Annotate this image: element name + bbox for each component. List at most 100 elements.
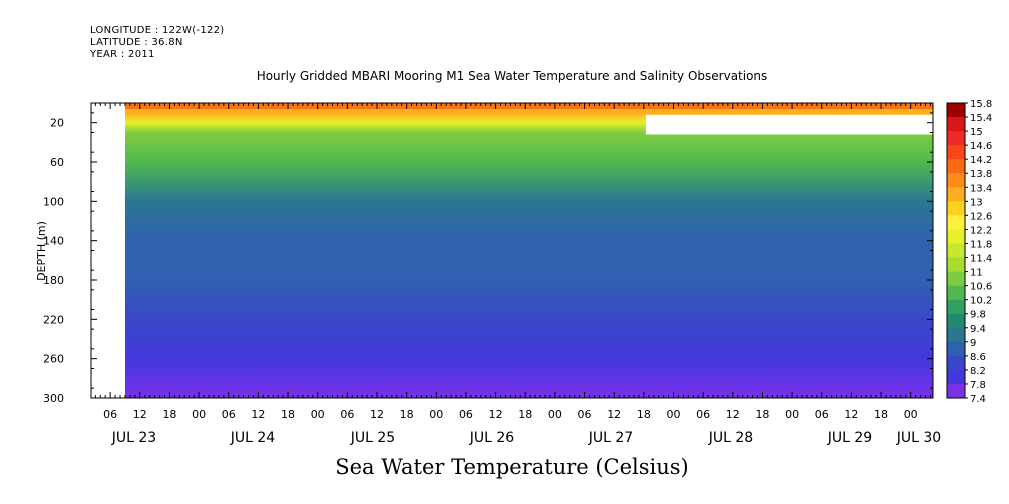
x-hour-label: 18 xyxy=(162,408,176,421)
x-hour-label: 00 xyxy=(192,408,206,421)
x-day-label: JUL 27 xyxy=(588,430,633,446)
x-day-label: JUL 23 xyxy=(111,430,156,446)
x-hour-label: 06 xyxy=(340,408,354,421)
colorbar-label-value: 9 xyxy=(970,338,976,349)
colorbar-label-value: 13 xyxy=(970,197,983,208)
colorbar-swatch xyxy=(947,285,965,301)
colorbar-label-value: 15.4 xyxy=(970,113,992,124)
x-day-labels: JUL 23 JUL 24 JUL 25 JUL 26 JUL 27 JUL 28 JUL … xyxy=(111,430,941,446)
colorbar-swatch xyxy=(947,145,965,160)
colorbar-swatch xyxy=(947,355,965,371)
colorbar-label-value: 14.6 xyxy=(970,141,992,152)
y-tick-label: 300 xyxy=(43,392,64,405)
x-hour-label: 12 xyxy=(370,408,384,421)
x-hour-label: 18 xyxy=(281,408,295,421)
colorbar-label-value: 13.4 xyxy=(970,183,992,194)
y-tick-label: 100 xyxy=(43,195,64,208)
missing-data-region-start xyxy=(91,103,125,398)
x-hour-label: 18 xyxy=(637,408,651,421)
colorbar-label-value: 7.4 xyxy=(970,394,986,405)
colorbar-swatch xyxy=(947,313,965,329)
y-tick-label: 140 xyxy=(43,235,64,248)
colorbar-swatch xyxy=(947,131,965,146)
x-hour-label: 00 xyxy=(548,408,562,421)
x-hour-label: 18 xyxy=(755,408,769,421)
x-hour-label: 12 xyxy=(726,408,740,421)
colorbar-swatch xyxy=(947,383,965,399)
colorbar-label-value: 7.8 xyxy=(970,380,986,391)
x-day-label: JUL 24 xyxy=(230,430,276,446)
colorbar-label-value: 8.6 xyxy=(970,352,986,363)
colorbar-frame xyxy=(946,102,966,399)
x-day-label: JUL 29 xyxy=(827,430,872,446)
x-day-label: JUL 26 xyxy=(469,430,515,446)
y-tick-label: 180 xyxy=(43,274,64,287)
y-axis-label: DEPTH (m) xyxy=(35,221,48,281)
longitude-label: LONGITUDE : 122W(-122) xyxy=(90,25,225,36)
x-hour-label: 18 xyxy=(518,408,532,421)
colorbar-swatch xyxy=(947,187,965,202)
x-hour-label: 12 xyxy=(844,408,858,421)
colorbar-label-value: 11.8 xyxy=(970,239,992,250)
x-hour-label: 12 xyxy=(489,408,503,421)
colorbar: 15.8 15.4 15 14.6 14.2 13.8 13.4 13 12.6 12.2 11.8… xyxy=(946,99,992,405)
colorbar-swatch xyxy=(947,243,965,259)
chart-title: Hourly Gridded MBARI Mooring M1 Sea Wate… xyxy=(257,69,768,83)
missing-data-region-near-surface xyxy=(645,114,933,135)
colorbar-swatch xyxy=(947,117,965,132)
colorbar-label-value: 11 xyxy=(970,268,983,279)
x-hour-label: 00 xyxy=(785,408,799,421)
x-hour-label: 06 xyxy=(815,408,829,421)
colorbar-label-value: 9.8 xyxy=(970,310,986,321)
colorbar-label-value: 14.2 xyxy=(970,155,992,166)
x-hour-label: 00 xyxy=(904,408,918,421)
colorbar-swatch xyxy=(947,327,965,343)
x-hour-label: 12 xyxy=(607,408,621,421)
x-day-label: JUL 30 xyxy=(896,430,941,446)
x-hour-label: 06 xyxy=(103,408,117,421)
x-axis: 06 12 18 00 06 12 18 00 06 12 18 00 06 12 18 00 06 12 18 00… xyxy=(94,103,931,421)
x-hour-label: 18 xyxy=(874,408,888,421)
x-hour-label: 06 xyxy=(578,408,592,421)
colorbar-swatch xyxy=(947,271,965,287)
colorbar-swatch xyxy=(947,229,965,244)
x-hour-label: 06 xyxy=(222,408,236,421)
colorbar-swatch xyxy=(947,201,965,216)
colorbar-label-value: 12.6 xyxy=(970,211,992,222)
colorbar-swatch xyxy=(947,173,965,188)
y-tick-label: 220 xyxy=(43,313,64,326)
x-hour-label: 12 xyxy=(133,408,147,421)
colorbar-swatch xyxy=(947,369,965,385)
y-tick-label: 20 xyxy=(50,117,64,130)
colorbar-swatch xyxy=(947,159,965,174)
y-tick-label: 260 xyxy=(43,353,64,366)
x-hour-label: 06 xyxy=(459,408,473,421)
year-label: YEAR : 2011 xyxy=(90,49,155,60)
y-tick-label: 60 xyxy=(50,156,64,169)
colorbar-label-value: 15 xyxy=(970,127,983,138)
colorbar-swatch xyxy=(947,341,965,357)
colorbar-swatch xyxy=(947,257,965,273)
colorbar-label-value: 9.4 xyxy=(970,324,986,335)
colorbar-label-value: 13.8 xyxy=(970,169,992,180)
heatmap-plot-area xyxy=(91,103,933,398)
x-hour-label: 18 xyxy=(400,408,414,421)
heatmap-field xyxy=(91,103,933,398)
x-day-label: JUL 25 xyxy=(350,430,395,446)
surface-warm-band xyxy=(91,103,933,109)
colorbar-label-value: 8.2 xyxy=(970,366,986,377)
colorbar-swatch xyxy=(947,215,965,230)
colorbar-swatch xyxy=(947,103,965,118)
latitude-label: LATITUDE : 36.8N xyxy=(90,37,183,48)
colorbar-label-value: 12.2 xyxy=(970,225,992,236)
x-hour-label: 12 xyxy=(251,408,265,421)
colorbar-label-value: 10.2 xyxy=(970,296,992,307)
colorbar-label: Sea Water Temperature (Celsius) xyxy=(335,455,689,479)
colorbar-label-value: 15.8 xyxy=(970,99,992,110)
x-day-label: JUL 28 xyxy=(708,430,753,446)
x-hour-label: 06 xyxy=(696,408,710,421)
x-hour-label: 00 xyxy=(311,408,325,421)
y-axis: 20 60 100 140 180 220 260 300 xyxy=(43,112,933,405)
colorbar-label-value: 11.4 xyxy=(970,254,992,265)
